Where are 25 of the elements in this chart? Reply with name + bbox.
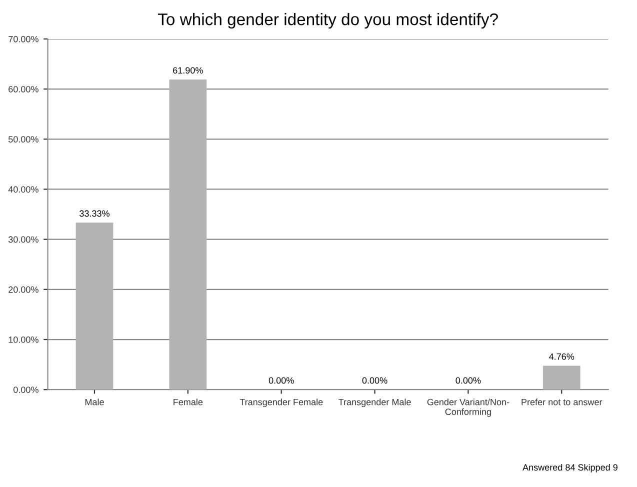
y-tick-label: 20.00% <box>8 286 38 293</box>
bar <box>169 80 207 390</box>
x-tick-label: Male <box>85 398 104 406</box>
y-tick-label: 60.00% <box>8 86 38 92</box>
y-tick-label: 50.00% <box>8 136 38 143</box>
text: Answered 84 Skipped 9 <box>522 464 618 472</box>
bar <box>76 222 114 390</box>
y-tick-label: 0.00% <box>14 386 38 393</box>
y-tick-label: 40.00% <box>8 186 38 193</box>
chart-title: To which gender identity do you most identify? <box>158 12 498 29</box>
x-tick-label: Transgender Female <box>240 398 323 408</box>
data-label: 4.76% <box>549 353 574 360</box>
y-tick-label: 70.00% <box>8 36 38 42</box>
y-tick-label: 10.00% <box>8 336 38 343</box>
data-label: 0.00% <box>268 377 294 384</box>
data-label: 0.00% <box>362 377 388 384</box>
data-label: 61.90% <box>173 67 203 74</box>
x-tick-label: Prefer not to answer <box>522 398 602 406</box>
data-label: 33.33% <box>80 210 110 217</box>
data-label: 0.00% <box>456 377 481 384</box>
x-tick-label: Transgender Male <box>338 398 411 408</box>
x-tick-label: Gender Variant/Non- Conforming <box>427 398 510 417</box>
x-tick-label: Female <box>174 398 203 406</box>
y-tick-label: 30.00% <box>8 236 38 243</box>
bar <box>542 366 580 390</box>
